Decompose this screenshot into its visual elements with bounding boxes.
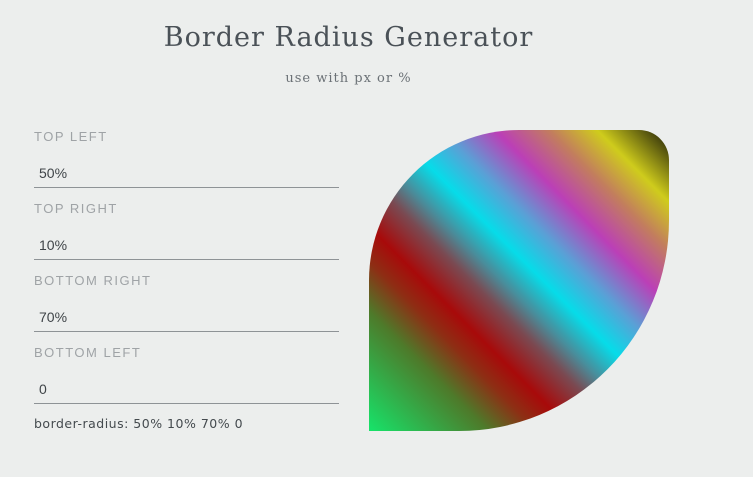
top-right-input[interactable] xyxy=(34,230,339,260)
bottom-right-input[interactable] xyxy=(34,302,339,332)
preview-shape xyxy=(369,130,669,431)
bottom-left-input[interactable] xyxy=(34,374,339,404)
page-subtitle: use with px or % xyxy=(285,71,412,86)
bottom-right-label: BOTTOM RIGHT xyxy=(34,273,152,288)
top-left-label: TOP LEFT xyxy=(34,129,108,144)
page-title: Border Radius Generator xyxy=(163,22,534,53)
top-left-input[interactable] xyxy=(34,158,339,188)
top-right-label: TOP RIGHT xyxy=(34,201,118,216)
css-output: border-radius: 50% 10% 70% 0 xyxy=(34,416,244,431)
bottom-left-label: BOTTOM LEFT xyxy=(34,345,142,360)
